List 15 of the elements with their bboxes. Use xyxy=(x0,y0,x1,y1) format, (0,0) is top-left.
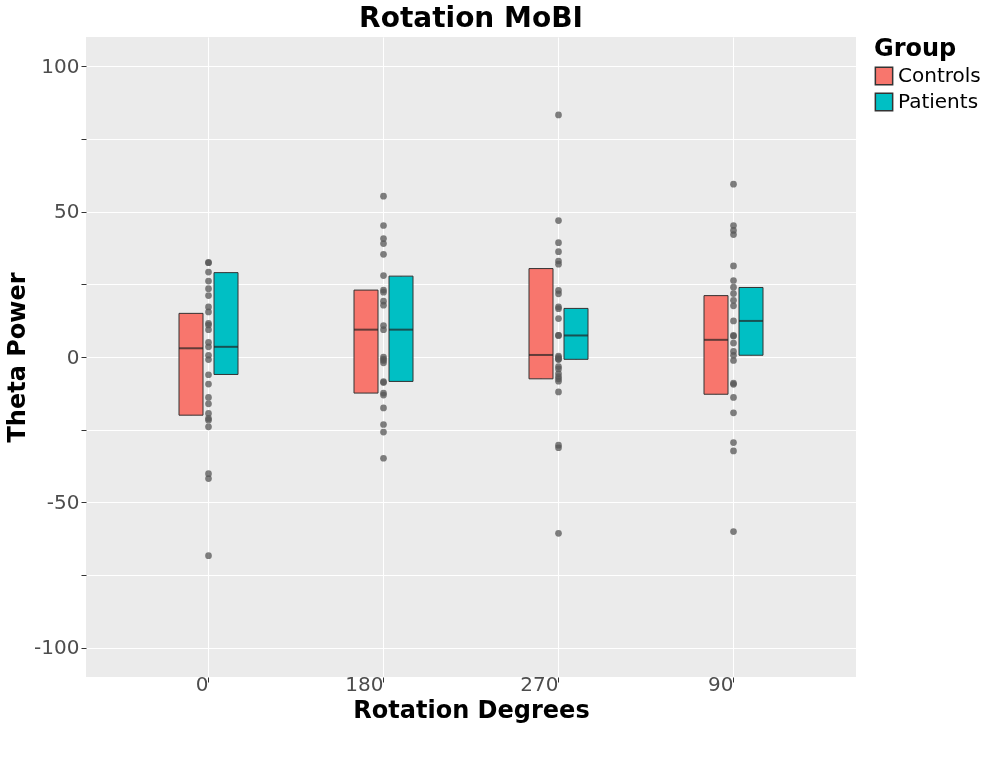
y-tick-label: -50 xyxy=(46,489,80,514)
y-axis-title: Theta Power xyxy=(3,272,32,443)
x-tick-label: 0 xyxy=(195,671,209,696)
legend-title: Group xyxy=(874,34,957,62)
y-tick-label: -100 xyxy=(34,635,80,660)
legend-label: Controls xyxy=(898,63,981,87)
chart-title: Rotation MoBI xyxy=(359,1,583,34)
y-tick-label: 0 xyxy=(66,344,80,369)
y-tick-label: 100 xyxy=(41,53,80,78)
y-tick-label: 50 xyxy=(54,199,80,224)
legend-label: Patients xyxy=(898,89,979,113)
x-axis-title: Rotation Degrees xyxy=(353,695,590,724)
x-tick-label: 90 xyxy=(708,671,734,696)
x-tick-label: 270 xyxy=(520,671,559,696)
x-tick-label: 180 xyxy=(345,671,384,696)
